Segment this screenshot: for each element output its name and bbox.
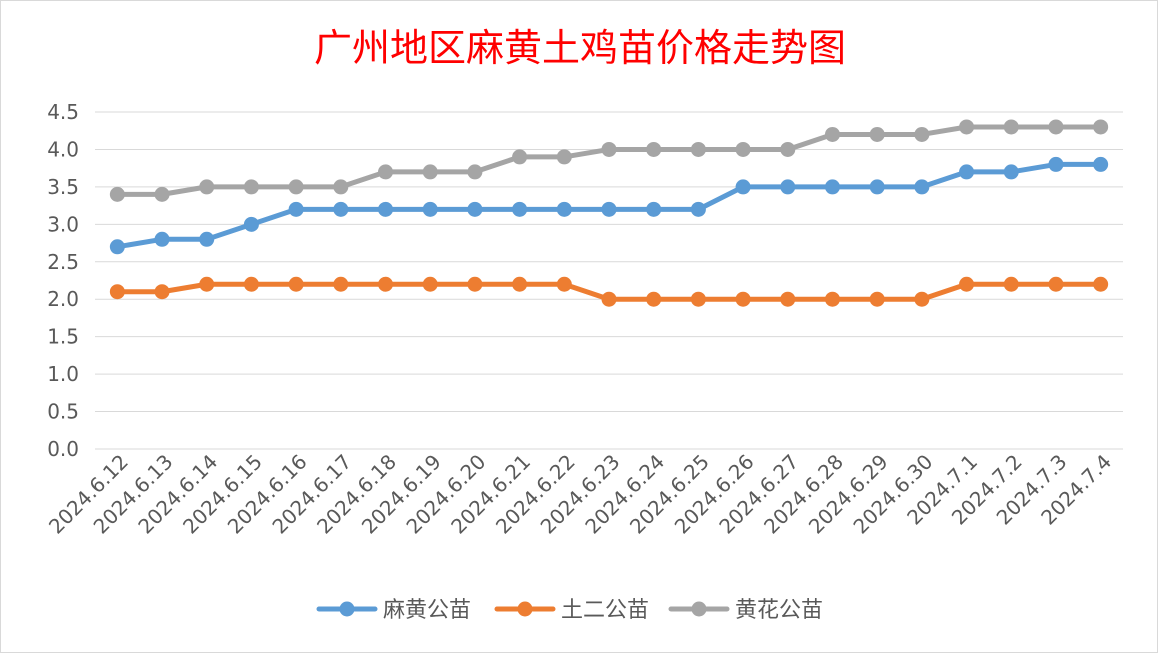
data-point <box>959 276 975 292</box>
data-point <box>1003 276 1019 292</box>
y-tick-label: 2.5 <box>47 250 79 274</box>
legend-label: 麻黄公苗 <box>383 598 471 623</box>
y-tick-label: 1.0 <box>47 362 79 386</box>
data-point <box>646 201 662 217</box>
data-point <box>199 179 215 195</box>
data-point <box>959 164 975 180</box>
legend-item: 土二公苗 <box>494 598 649 623</box>
data-point <box>914 126 930 142</box>
data-point <box>780 291 796 307</box>
data-point <box>1003 164 1019 180</box>
series-line <box>114 124 1104 197</box>
series-group <box>109 119 1109 202</box>
data-point <box>109 284 125 300</box>
legend-swatch-marker <box>339 601 355 617</box>
data-point <box>601 141 617 157</box>
data-point <box>199 231 215 247</box>
data-point <box>109 186 125 202</box>
data-point <box>735 291 751 307</box>
legend-label: 土二公苗 <box>561 598 649 623</box>
data-point <box>512 149 528 165</box>
data-point <box>1093 119 1109 135</box>
data-point <box>333 179 349 195</box>
data-point <box>333 276 349 292</box>
data-point <box>333 201 349 217</box>
legend-item: 黄花公苗 <box>668 598 823 623</box>
data-point <box>1003 119 1019 135</box>
legend: 麻黄公苗 土二公苗 黄花公苗 <box>316 598 823 623</box>
data-point <box>243 276 259 292</box>
data-point <box>601 201 617 217</box>
data-point <box>154 231 170 247</box>
data-point <box>467 276 483 292</box>
data-point <box>467 201 483 217</box>
y-tick-label: 2.0 <box>47 287 79 311</box>
data-point <box>422 276 438 292</box>
data-point <box>1048 119 1064 135</box>
series-group <box>109 156 1109 255</box>
x-axis-tick-labels: 2024.6.122024.6.132024.6.142024.6.152024… <box>44 450 1116 539</box>
data-point <box>735 179 751 195</box>
y-tick-label: 4.5 <box>47 100 79 124</box>
data-point <box>959 119 975 135</box>
data-point <box>556 201 572 217</box>
data-point <box>869 126 885 142</box>
data-point <box>422 201 438 217</box>
data-point <box>690 141 706 157</box>
data-point <box>512 201 528 217</box>
legend-label: 黄花公苗 <box>735 598 823 623</box>
data-point <box>735 141 751 157</box>
data-point <box>467 164 483 180</box>
data-point <box>378 164 394 180</box>
data-point <box>422 164 438 180</box>
data-point <box>914 179 930 195</box>
data-point <box>378 201 394 217</box>
data-point <box>780 179 796 195</box>
data-point <box>109 239 125 255</box>
y-tick-label: 3.5 <box>47 175 79 199</box>
data-point <box>914 291 930 307</box>
data-point <box>1093 156 1109 172</box>
data-point <box>646 141 662 157</box>
data-point <box>154 186 170 202</box>
series-lines <box>109 119 1109 307</box>
y-tick-label: 0.0 <box>47 437 79 461</box>
data-point <box>780 141 796 157</box>
y-tick-label: 1.5 <box>47 325 79 349</box>
data-point <box>288 179 304 195</box>
data-point <box>690 291 706 307</box>
y-tick-label: 4.0 <box>47 137 79 161</box>
y-axis-tick-labels: 0.0 0.5 1.0 1.5 2.0 2.5 3.0 3.5 4.0 4.5 <box>47 100 79 461</box>
data-point <box>869 291 885 307</box>
legend-item: 麻黄公苗 <box>316 598 471 623</box>
data-point <box>646 291 662 307</box>
legend-swatch-marker <box>517 601 533 617</box>
chart-title: 广州地区麻黄土鸡苗价格走势图 <box>314 26 846 70</box>
y-tick-label: 3.0 <box>47 212 79 236</box>
y-tick-label: 0.5 <box>47 400 79 424</box>
data-point <box>601 291 617 307</box>
data-point <box>512 276 528 292</box>
data-point <box>1048 156 1064 172</box>
data-point <box>288 276 304 292</box>
series-group <box>109 276 1109 307</box>
data-point <box>824 126 840 142</box>
data-point <box>1093 276 1109 292</box>
data-point <box>556 276 572 292</box>
data-point <box>690 201 706 217</box>
data-point <box>154 284 170 300</box>
data-point <box>288 201 304 217</box>
data-point <box>824 179 840 195</box>
data-point <box>243 216 259 232</box>
data-point <box>824 291 840 307</box>
data-point <box>378 276 394 292</box>
legend-swatch-marker <box>691 601 707 617</box>
data-point <box>243 179 259 195</box>
data-point <box>556 149 572 165</box>
data-point <box>869 179 885 195</box>
data-point <box>1048 276 1064 292</box>
data-point <box>199 276 215 292</box>
